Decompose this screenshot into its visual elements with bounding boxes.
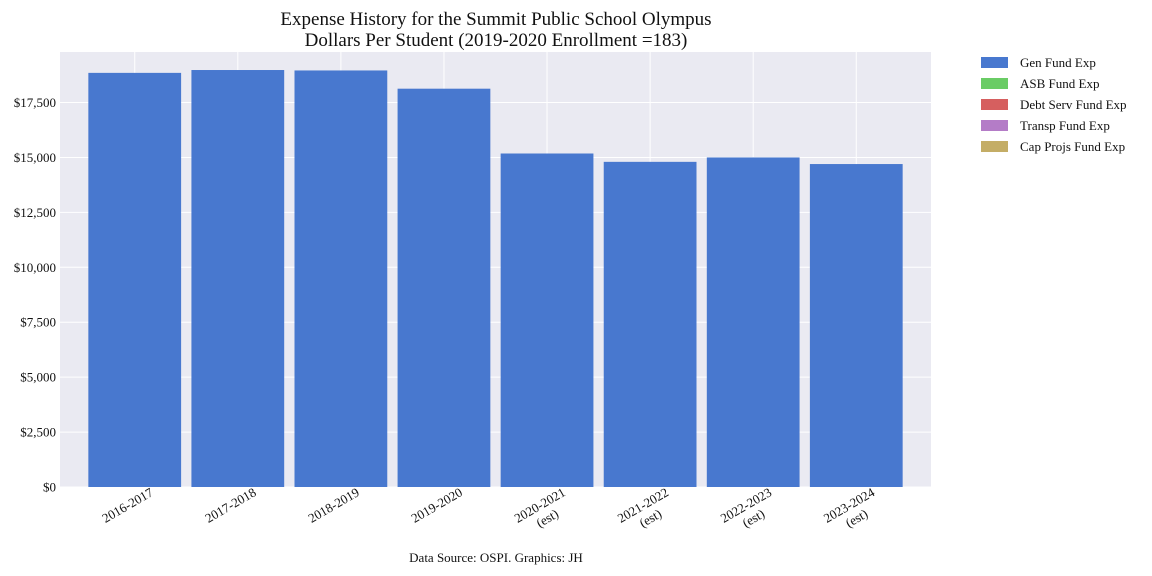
y-tick-label: $2,500 (20, 425, 56, 440)
legend-swatch (981, 141, 1008, 152)
bar-gen-fund-exp (603, 161, 697, 487)
chart-title-line-1: Expense History for the Summit Public Sc… (280, 9, 711, 30)
legend-label: Cap Projs Fund Exp (1020, 139, 1125, 154)
y-tick-label: $12,500 (14, 205, 56, 220)
bar-gen-fund-exp (397, 88, 491, 487)
y-tick-label: $7,500 (20, 315, 56, 330)
chart-title-line-2: Dollars Per Student (2019-2020 Enrollmen… (305, 30, 688, 51)
bar-gen-fund-exp (294, 70, 388, 488)
legend-label: Gen Fund Exp (1020, 55, 1096, 70)
bar-gen-fund-exp (809, 164, 903, 487)
legend-swatch (981, 99, 1008, 110)
x-tick-label: 2019-2020 (409, 485, 465, 526)
bar-gen-fund-exp (706, 157, 800, 488)
legend-swatch (981, 57, 1008, 68)
x-tick-label: 2021-2022(est) (615, 485, 679, 539)
legend-swatch (981, 78, 1008, 89)
x-tick-label: 2016-2017 (99, 484, 156, 525)
legend-swatch (981, 120, 1008, 131)
y-axis-ticks: $0 $2,500 $5,000 $7,500 $10,000 $12,500 $15,00… (14, 95, 56, 494)
plot-area (60, 52, 931, 487)
data-source-note: Data Source: OSPI. Graphics: JH (409, 550, 583, 565)
x-tick-label: 2020-2021(est) (512, 485, 576, 539)
x-tick-label: 2017-2018 (202, 485, 258, 526)
x-tick-label: 2023-2024(est) (821, 484, 885, 538)
bar-gen-fund-exp (500, 153, 594, 487)
x-tick-label: 2022-2023(est) (718, 485, 782, 539)
legend-label: Transp Fund Exp (1020, 118, 1110, 133)
y-tick-label: $17,500 (14, 95, 56, 110)
legend-label: ASB Fund Exp (1020, 76, 1099, 91)
y-tick-label: $10,000 (14, 260, 56, 275)
x-tick-label: 2018-2019 (305, 485, 361, 526)
y-tick-label: $15,000 (14, 150, 56, 165)
x-axis-ticks: 2016-2017 2017-2018 2018-2019 2019-2020 2020… (99, 484, 885, 539)
bars (88, 70, 903, 488)
y-tick-label: $0 (43, 480, 56, 495)
bar-gen-fund-exp (88, 72, 182, 487)
y-tick-label: $5,000 (20, 370, 56, 385)
bar-gen-fund-exp (191, 70, 285, 488)
legend: Gen Fund Exp ASB Fund Exp Debt Serv Fund E… (981, 55, 1127, 154)
legend-label: Debt Serv Fund Exp (1020, 97, 1127, 112)
